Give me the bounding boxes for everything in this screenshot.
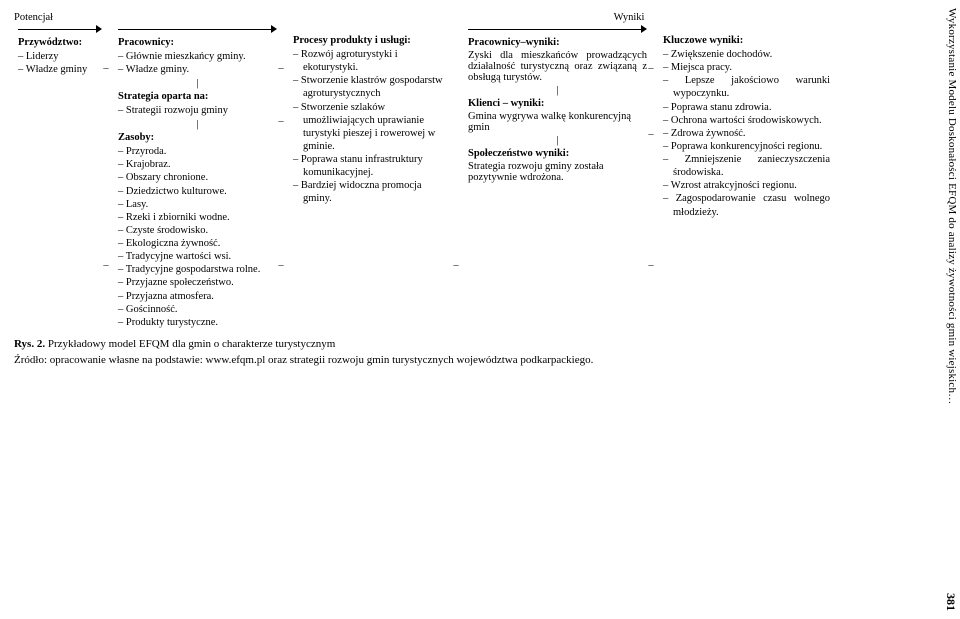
list-item: Władze gminy. — [128, 63, 277, 76]
header-row: Potencjał Wyniki — [14, 12, 942, 23]
figure-caption: Rys. 2. Przykładowy model EFQM dla gmin … — [14, 338, 942, 350]
separator: ––– — [647, 23, 655, 272]
separator: ––– — [277, 23, 285, 332]
separator: –– — [102, 23, 110, 272]
col-enablers: Pracownicy: Głównie mieszkańcy gminy. Wł… — [114, 23, 289, 332]
source-line: Źródło: opracowanie własne na podstawie:… — [14, 354, 942, 366]
list-item: Czyste środowisko. — [128, 224, 277, 237]
strategy-heading: Strategia oparta na: — [118, 91, 277, 102]
col-leadership: Przywództwo: Liderzy Władze gminy –– — [14, 23, 114, 332]
employees-results-heading: Pracownicy–wyniki: — [468, 37, 647, 48]
clients-results-heading: Klienci – wyniki: — [468, 98, 647, 109]
list-item: Produkty turystyczne. — [128, 316, 277, 329]
processes-list: Rozwój agroturystyki i ekoturystyki. Stw… — [293, 48, 452, 206]
clients-results-text: Gmina wygrywa walkę konkurencyjną gmin — [468, 111, 647, 133]
list-item: Poprawa stanu infrastruktury komunikacyj… — [303, 153, 452, 179]
list-item: Zmniejszenie zanieczyszczenia środowiska… — [673, 153, 830, 179]
caption-text: Przykładowy model EFQM dla gmin o charak… — [48, 338, 335, 350]
list-item: Lasy. — [128, 198, 277, 211]
col-key-results: Kluczowe wyniki: Zwiększenie dochodów. M… — [659, 23, 834, 332]
arrow-icon — [118, 25, 277, 35]
employees-results-text: Zyski dla mieszkańców prowadzących dział… — [468, 50, 647, 83]
connector: | — [118, 79, 277, 89]
list-item: Gościnność. — [128, 303, 277, 316]
list-item: Przyroda. — [128, 145, 277, 158]
connector: | — [468, 86, 647, 96]
strategy-list: Strategii rozwoju gminy — [118, 104, 277, 117]
list-item: Liderzy — [28, 50, 102, 63]
arrow-icon — [18, 25, 102, 35]
list-item: Bardziej widoczna promocja gminy. — [303, 179, 452, 205]
list-item: Głównie mieszkańcy gminy. — [128, 50, 277, 63]
list-item: Ekologiczna żywność. — [128, 237, 277, 250]
list-item: Rzeki i zbiorniki wodne. — [128, 211, 277, 224]
list-item: Stworzenie szlaków umożliwiających upraw… — [303, 101, 452, 154]
list-item: Przyjazne społeczeństwo. — [128, 276, 277, 289]
connector: | — [468, 136, 647, 146]
society-results-text: Strategia rozwoju gminy została pozytywn… — [468, 161, 647, 183]
processes-heading: Procesy produkty i usługi: — [293, 35, 452, 46]
resources-heading: Zasoby: — [118, 132, 277, 143]
running-title: Wykorzystanie Modelu Doskonałości EFQM d… — [946, 8, 958, 568]
efqm-model: Przywództwo: Liderzy Władze gminy –– Pra… — [14, 23, 942, 332]
list-item: Wzrost atrakcyjności regionu. — [673, 179, 830, 192]
header-left: Potencjał — [14, 12, 414, 23]
employees-list: Głównie mieszkańcy gminy. Władze gminy. — [118, 50, 277, 76]
list-item: Dziedzictwo kulturowe. — [128, 185, 277, 198]
arrow-icon — [468, 25, 647, 35]
list-item: Rozwój agroturystyki i ekoturystyki. — [303, 48, 452, 74]
list-item: Strategii rozwoju gminy — [128, 104, 277, 117]
page-number: 381 — [943, 593, 958, 611]
list-item: Tradycyjne wartości wsi. — [128, 250, 277, 263]
caption-label: Rys. 2. — [14, 338, 45, 350]
resources-list: Przyroda. Krajobraz. Obszary chronione. … — [118, 145, 277, 329]
list-item: Obszary chronione. — [128, 171, 277, 184]
key-results-heading: Kluczowe wyniki: — [663, 35, 830, 46]
key-results-list: Zwiększenie dochodów. Miejsca pracy. Lep… — [663, 48, 830, 219]
list-item: Poprawa konkurencyjności regionu. — [673, 140, 830, 153]
list-item: Zwiększenie dochodów. — [673, 48, 830, 61]
header-right: Wyniki — [414, 12, 844, 23]
list-item: Stworzenie klastrów gospodarstw agrotury… — [303, 74, 452, 100]
col-processes: Procesy produkty i usługi: Rozwój agrotu… — [289, 23, 464, 332]
connector: | — [118, 120, 277, 130]
list-item: Miejsca pracy. — [673, 61, 830, 74]
col-results: Pracownicy–wyniki: Zyski dla mieszkańców… — [464, 23, 659, 332]
list-item: Lepsze jakościowo warunki wypoczynku. — [673, 74, 830, 100]
separator: – — [452, 23, 460, 272]
employees-heading: Pracownicy: — [118, 37, 277, 48]
list-item: Tradycyjne gospodarstwa rolne. — [128, 263, 277, 276]
society-results-heading: Społeczeństwo wyniki: — [468, 148, 647, 159]
list-item: Władze gminy — [28, 63, 102, 76]
list-item: Przyjazna atmosfera. — [128, 290, 277, 303]
list-item: Zdrowa żywność. — [673, 127, 830, 140]
list-item: Ochrona wartości środowiskowych. — [673, 114, 830, 127]
page-content: Potencjał Wyniki Przywództwo: Liderzy Wł… — [14, 12, 942, 607]
list-item: Krajobraz. — [128, 158, 277, 171]
leadership-list: Liderzy Władze gminy — [18, 50, 102, 76]
list-item: Zagospodarowanie czasu wolnego młodzieży… — [673, 192, 830, 218]
leadership-heading: Przywództwo: — [18, 37, 102, 48]
list-item: Poprawa stanu zdrowia. — [673, 101, 830, 114]
